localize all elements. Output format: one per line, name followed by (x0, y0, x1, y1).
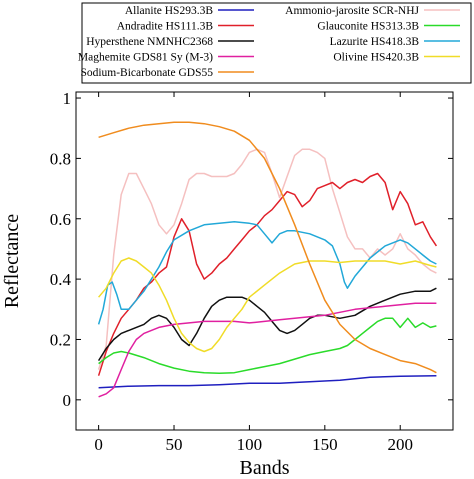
x-axis-label: Bands (240, 457, 290, 479)
legend-label: Olivine HS420.3B (333, 52, 419, 64)
legend-label: Allanite HS293.3B (125, 5, 213, 17)
legend: Allanite HS293.3B Ammonio-jarosite SCR-NH… (78, 2, 472, 84)
y-tick-label: 0.8 (50, 149, 71, 168)
y-tick-label: 0.6 (50, 210, 71, 229)
y-tick-label: 0 (63, 391, 72, 410)
series-line-3 (98, 317, 437, 375)
legend-label: Hypersthene NMNHC2368 (86, 36, 213, 48)
legend-label: Maghemite GDS81 Sy (M-3) (78, 52, 213, 64)
y-tick-label: 0.4 (50, 270, 72, 289)
legend-box (81, 2, 472, 84)
series-line-4 (97, 287, 437, 361)
legend-label: Sodium-Bicarbonate GDS55 (80, 67, 213, 79)
series-line-2 (97, 172, 438, 376)
x-tick-label: 200 (387, 435, 413, 454)
legend-label: Glauconite HS313.3B (317, 21, 419, 33)
y-axis-label: Reflectance (1, 214, 23, 308)
legend-label: Ammonio-jarosite SCR-NHJ (285, 5, 419, 17)
y-tick-label: 0.2 (50, 330, 71, 349)
x-tick-label: 0 (94, 435, 103, 454)
series-line-8 (98, 121, 437, 374)
y-tick-label: 1 (63, 89, 72, 108)
x-tick-label: 50 (166, 435, 183, 454)
axes-frame (75, 91, 454, 431)
legend-label: Lazurite HS418.3B (330, 36, 420, 48)
series-line-1 (97, 148, 437, 370)
series-line-6 (98, 302, 437, 398)
series-line-7 (98, 257, 437, 353)
legend-label: Andradite HS111.3B (117, 21, 214, 33)
x-tick-label: 100 (237, 435, 263, 454)
x-tick-label: 150 (312, 435, 338, 454)
series-line-5 (97, 221, 437, 325)
plot-area: 0 50 100 150 200 0 0.2 0.4 0.6 0.8 1 (50, 89, 454, 454)
series-line-0 (98, 374, 437, 389)
